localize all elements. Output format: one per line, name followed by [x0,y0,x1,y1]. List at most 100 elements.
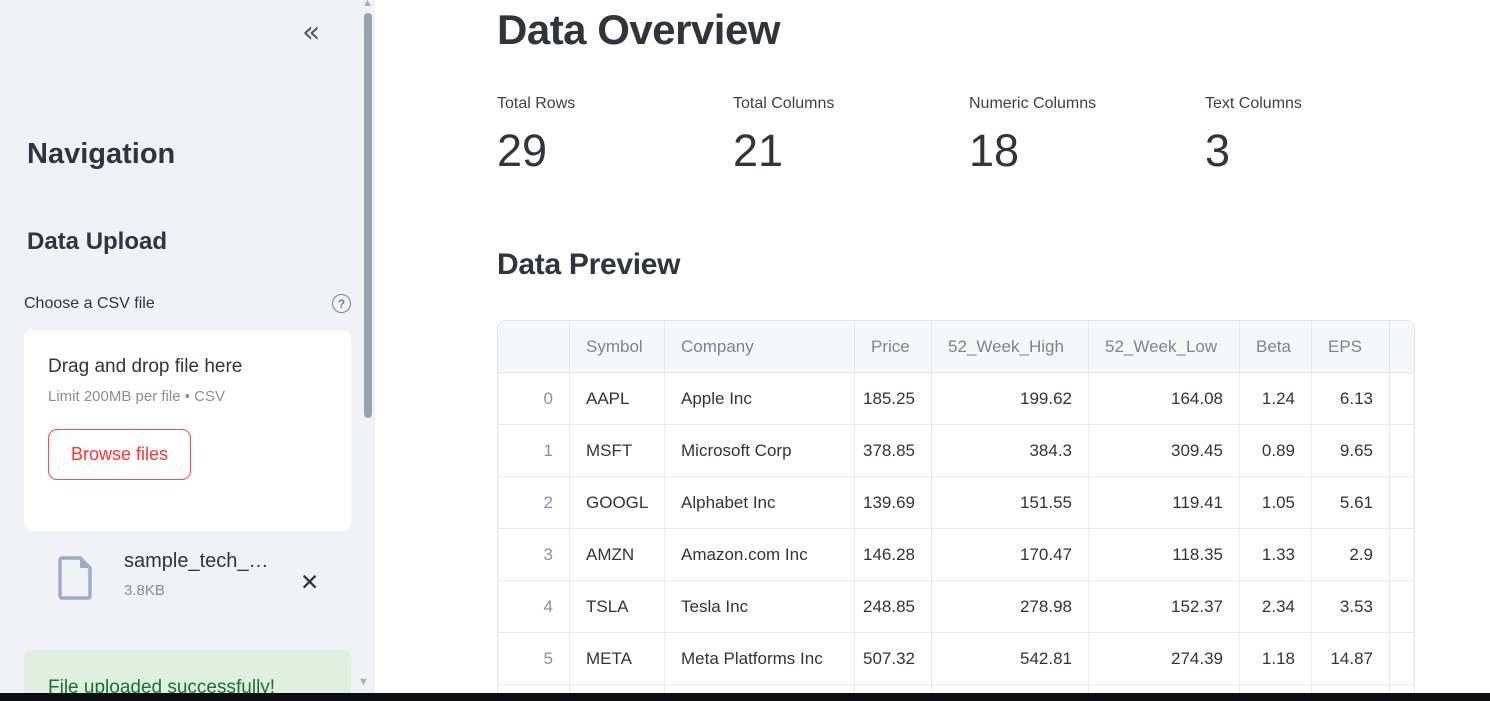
column-header-symbol[interactable]: Symbol [570,321,665,373]
table-cell[interactable]: 185.25 [855,373,932,425]
table-cell[interactable]: 1.18 [1240,633,1312,685]
table-cell[interactable]: GOOGL [570,477,665,529]
bottom-border-bar [0,693,1490,701]
table-cell[interactable]: Tesla Inc [665,581,855,633]
column-header-beta[interactable]: Beta [1240,321,1312,373]
metrics-row: Total Rows 29 Total Columns 21 Numeric C… [497,95,1447,177]
table-cell[interactable]: 507.32 [855,633,932,685]
table-cell[interactable]: 384.3 [932,425,1089,477]
table-cell[interactable]: 248.85 [855,581,932,633]
metric-label: Total Rows [497,95,576,112]
table-cell-spacer [1390,685,1414,693]
table-cell[interactable]: TSLA [570,581,665,633]
chevron-double-left-icon: « [302,15,321,50]
table-cell[interactable]: AMZN [570,529,665,581]
metric-total-columns: Total Columns 21 [733,95,969,177]
table-cell[interactable]: 2.9 [1312,529,1390,581]
help-icon[interactable]: ? [332,294,351,313]
table-cell[interactable]: Alphabet Inc [665,477,855,529]
table-cell[interactable]: 0.89 [1240,425,1312,477]
table-cell [498,685,570,693]
table-cell[interactable]: 309.45 [1089,425,1240,477]
column-header-company[interactable]: Company [665,321,855,373]
column-header-price[interactable]: Price [855,321,932,373]
table-cell[interactable]: 1.24 [1240,373,1312,425]
table-cell[interactable]: 14.87 [1312,633,1390,685]
table-cell[interactable]: Microsoft Corp [665,425,855,477]
sidebar-nav-title: Navigation [27,138,176,170]
file-meta: sample_tech_… 3.8KB [124,550,296,600]
success-message: File uploaded successfully! [48,677,276,693]
table-cell[interactable]: 139.69 [855,477,932,529]
table-cell[interactable]: 9.65 [1312,425,1390,477]
table-cell[interactable]: Meta Platforms Inc [665,633,855,685]
table-cell[interactable]: Amazon.com Inc [665,529,855,581]
table-cell-spacer [1390,529,1414,581]
metric-value: 18 [969,125,1020,176]
table-cell-spacer [1390,581,1414,633]
scroll-up-icon[interactable]: ▲ [362,0,373,9]
column-header-index[interactable] [498,321,570,373]
table-cell[interactable]: 164.08 [1089,373,1240,425]
page-title: Data Overview [497,6,781,53]
table-cell[interactable]: 5 [498,633,570,685]
table-cell-spacer [1390,425,1414,477]
metric-value: 3 [1205,125,1231,176]
table-cell[interactable]: 542.81 [932,633,1089,685]
metric-label: Total Columns [733,95,835,112]
table-cell[interactable]: 151.55 [932,477,1089,529]
main-content: Data Overview Total Rows 29 Total Column… [375,0,1490,693]
column-header-eps[interactable]: EPS [1312,321,1390,373]
remove-file-button[interactable]: ✕ [300,564,319,600]
table-cell[interactable]: 2.34 [1240,581,1312,633]
table-cell[interactable]: META [570,633,665,685]
data-preview-table[interactable]: Symbol Company Price 52_Week_High 52_Wee… [497,320,1415,693]
table-cell[interactable]: 2 [498,477,570,529]
table-cell[interactable]: 274.39 [1089,633,1240,685]
metric-total-rows: Total Rows 29 [497,95,733,177]
table-cell[interactable]: AAPL [570,373,665,425]
table-cell[interactable]: 4 [498,581,570,633]
table-cell [665,685,855,693]
table-cell [932,685,1089,693]
table-cell[interactable]: 152.37 [1089,581,1240,633]
table-cell[interactable]: MSFT [570,425,665,477]
table-cell [570,685,665,693]
table-cell[interactable]: 3.53 [1312,581,1390,633]
table-cell[interactable]: 1 [498,425,570,477]
metric-label: Numeric Columns [969,95,1097,112]
file-dropzone[interactable]: Drag and drop file here Limit 200MB per … [24,330,351,531]
table-cell[interactable]: 1.33 [1240,529,1312,581]
table-cell-spacer [1390,373,1414,425]
table-cell[interactable]: 119.41 [1089,477,1240,529]
sidebar-section-title: Data Upload [27,228,168,255]
uploader-label: Choose a CSV file [24,294,155,312]
metric-numeric-columns: Numeric Columns 18 [969,95,1205,177]
table-cell[interactable]: 0 [498,373,570,425]
table-cell[interactable]: 199.62 [932,373,1089,425]
browse-files-button[interactable]: Browse files [48,429,192,480]
dropzone-limit: Limit 200MB per file • CSV [48,388,225,405]
table-cell[interactable]: 5.61 [1312,477,1390,529]
table-cell[interactable]: 1.05 [1240,477,1312,529]
uploaded-file-item: sample_tech_… 3.8KB ✕ [58,550,338,600]
scroll-down-icon[interactable]: ▼ [358,676,369,688]
table-cell[interactable]: 170.47 [932,529,1089,581]
preview-title: Data Preview [497,248,681,281]
table-cell[interactable]: 3 [498,529,570,581]
table-cell[interactable]: Apple Inc [665,373,855,425]
table-cell[interactable]: 146.28 [855,529,932,581]
table-cell[interactable]: 278.98 [932,581,1089,633]
table-cell [1312,685,1390,693]
file-icon [58,556,92,600]
close-icon: ✕ [300,568,320,595]
column-header-52-week-high[interactable]: 52_Week_High [932,321,1089,373]
collapse-sidebar-button[interactable]: « [302,18,320,48]
metric-value: 21 [733,125,784,176]
sidebar-scrollbar[interactable] [364,13,372,418]
column-header-52-week-low[interactable]: 52_Week_Low [1089,321,1240,373]
file-size: 3.8KB [124,582,165,599]
table-cell[interactable]: 118.35 [1089,529,1240,581]
table-cell[interactable]: 6.13 [1312,373,1390,425]
table-cell[interactable]: 378.85 [855,425,932,477]
